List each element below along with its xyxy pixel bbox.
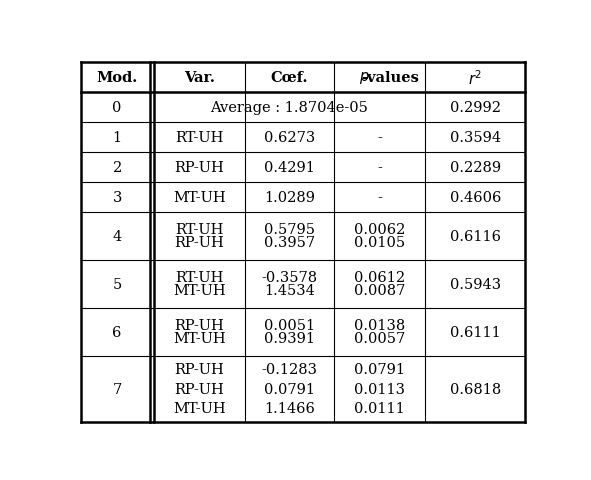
Text: -: - [377,131,382,145]
Text: MT-UH: MT-UH [173,402,226,416]
Text: Average : 1.8704e-05: Average : 1.8704e-05 [210,101,368,115]
Text: -0.1283: -0.1283 [261,362,317,376]
Text: $r^2$: $r^2$ [468,69,482,87]
Text: RT-UH: RT-UH [176,223,223,237]
Text: 1.4534: 1.4534 [264,284,315,298]
Text: 0.4606: 0.4606 [450,191,501,204]
Text: 0.0113: 0.0113 [354,382,405,396]
Text: 0.9391: 0.9391 [264,332,315,346]
Text: 2: 2 [112,161,122,175]
Text: 0.0612: 0.0612 [354,271,405,285]
Text: -0.3578: -0.3578 [261,271,317,285]
Text: 7: 7 [112,382,122,396]
Text: 0.6116: 0.6116 [450,229,501,243]
Text: 0.0057: 0.0057 [354,332,405,346]
Text: -: - [377,191,382,204]
Text: 0.6111: 0.6111 [450,325,501,339]
Text: 0.6818: 0.6818 [450,382,501,396]
Text: 0.5943: 0.5943 [450,277,501,291]
Text: 0.6273: 0.6273 [264,131,315,145]
Text: MT-UH: MT-UH [173,332,226,346]
Text: 6: 6 [112,325,122,339]
Text: 0.0105: 0.0105 [354,236,405,250]
Text: 0.5795: 0.5795 [264,223,315,237]
Text: 0.0111: 0.0111 [354,402,405,416]
Text: 0.0062: 0.0062 [354,223,405,237]
Text: 1.0289: 1.0289 [264,191,315,204]
Text: -: - [377,161,382,175]
Text: RP-UH: RP-UH [174,319,225,333]
Text: 0.2992: 0.2992 [450,101,501,115]
Text: 0.4291: 0.4291 [264,161,315,175]
Text: 0.0138: 0.0138 [354,319,405,333]
Text: RP-UH: RP-UH [174,362,225,376]
Text: 0.0051: 0.0051 [264,319,315,333]
Text: MT-UH: MT-UH [173,191,226,204]
Text: MT-UH: MT-UH [173,284,226,298]
Text: 0.3957: 0.3957 [264,236,315,250]
Text: 3: 3 [112,191,122,204]
Text: 0: 0 [112,101,122,115]
Text: RP-UH: RP-UH [174,382,225,396]
Text: Cœf.: Cœf. [271,71,309,85]
Text: 0.0791: 0.0791 [264,382,315,396]
Text: 4: 4 [112,229,122,243]
Text: 0.0087: 0.0087 [354,284,405,298]
Text: RT-UH: RT-UH [176,271,223,285]
Text: Mod.: Mod. [96,71,138,85]
Text: 5: 5 [112,277,122,291]
Text: Var.: Var. [184,71,215,85]
Text: RT-UH: RT-UH [176,131,223,145]
Text: RP-UH: RP-UH [174,161,225,175]
Text: 1.1466: 1.1466 [264,402,315,416]
Text: -values: -values [361,71,419,85]
Text: $p$: $p$ [359,70,370,86]
Text: 1: 1 [112,131,122,145]
Text: 0.2289: 0.2289 [450,161,501,175]
Text: RP-UH: RP-UH [174,236,225,250]
Text: 0.3594: 0.3594 [450,131,501,145]
Text: 0.0791: 0.0791 [354,362,405,376]
